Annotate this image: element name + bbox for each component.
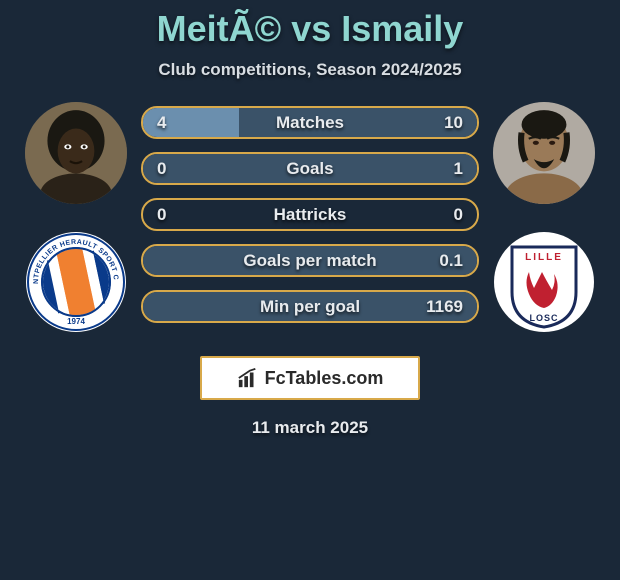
stat-label: Goals	[286, 159, 333, 179]
stat-value-left: 0	[157, 159, 166, 179]
stat-value-right: 0.1	[439, 251, 463, 271]
stat-value-left: 0	[157, 205, 166, 225]
date-label: 11 march 2025	[252, 418, 368, 438]
left-player-avatar	[25, 102, 127, 204]
right-club-logo: LILLE LOSC	[494, 232, 594, 332]
stat-label: Min per goal	[260, 297, 360, 317]
stat-value-right: 0	[454, 205, 463, 225]
stat-value-right: 1169	[426, 297, 463, 317]
left-club-logo: MONTPELLIER HERAULT SPORT CLUB	[26, 232, 126, 332]
stat-label: Goals per match	[243, 251, 376, 271]
svg-text:1974: 1974	[67, 317, 85, 326]
brand-badge: FcTables.com	[200, 356, 420, 400]
stat-label: Hattricks	[274, 205, 347, 225]
stat-value-right: 10	[444, 113, 463, 133]
brand-text: FcTables.com	[265, 368, 384, 389]
left-player-column: MONTPELLIER HERAULT SPORT CLUB	[25, 102, 127, 332]
stat-bar: 4 Matches 10	[141, 106, 479, 139]
svg-text:LOSC: LOSC	[529, 313, 558, 323]
stat-bar: Min per goal 1169	[141, 290, 479, 323]
right-player-column: LILLE LOSC	[493, 102, 595, 332]
svg-text:LILLE: LILLE	[525, 252, 563, 263]
chart-icon	[237, 367, 259, 389]
page-title: MeitÃ© vs Ismaily	[157, 8, 464, 50]
stat-bar: 0 Hattricks 0	[141, 198, 479, 231]
stats-column: 4Matches100Goals10Hattricks0Goals per ma…	[141, 102, 479, 323]
subtitle: Club competitions, Season 2024/2025	[158, 60, 461, 80]
stat-bar: 0 Goals 1	[141, 152, 479, 185]
stat-bar: Goals per match 0.1	[141, 244, 479, 277]
right-player-avatar	[493, 102, 595, 204]
stat-value-right: 1	[454, 159, 463, 179]
stat-label: Matches	[276, 113, 344, 133]
stat-value-left: 4	[157, 113, 166, 133]
stat-fill-right	[239, 108, 477, 137]
comparison-row: MONTPELLIER HERAULT SPORT CLUB	[0, 102, 620, 332]
